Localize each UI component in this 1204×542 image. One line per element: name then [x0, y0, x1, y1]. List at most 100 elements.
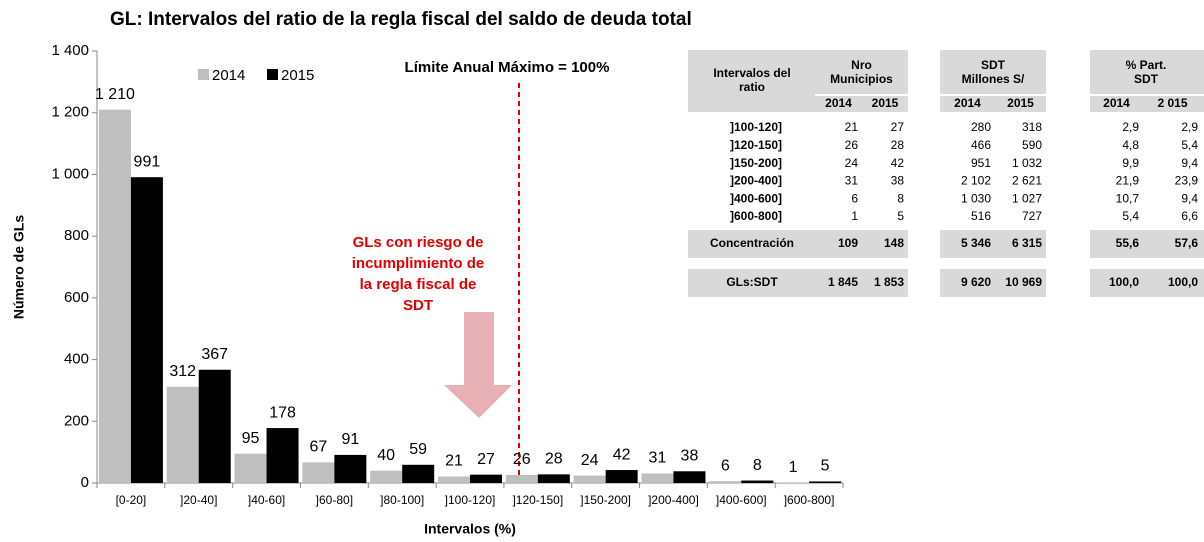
- data-label: 67: [309, 439, 327, 456]
- bar: [470, 474, 502, 483]
- bar: [302, 462, 335, 483]
- table-cell: 590: [1022, 138, 1042, 152]
- y-tick-label: 800: [64, 227, 89, 244]
- data-label: 367: [201, 346, 228, 363]
- table-gap: [1046, 269, 1090, 297]
- table-cell: 5,4: [1181, 138, 1198, 152]
- x-tick-label: [0-20]: [116, 493, 147, 507]
- table-cell: ]150-200]: [730, 156, 782, 170]
- data-label: 59: [409, 441, 427, 458]
- legend-swatch: [267, 69, 278, 80]
- table-cell: 2 102: [961, 174, 991, 188]
- table-cell: 2,9: [1122, 120, 1139, 134]
- table-cell: 57,6: [1175, 236, 1199, 250]
- table-cell: 148: [884, 236, 904, 250]
- table-cell: ]100-120]: [730, 120, 782, 134]
- table-cell: 1 845: [828, 275, 858, 289]
- bar: [673, 471, 706, 483]
- bar: [709, 481, 742, 483]
- table-cell: 38: [891, 174, 905, 188]
- y-tick-label: 0: [81, 474, 89, 491]
- table-group-header: % Part.: [1126, 58, 1167, 72]
- table-cell: 6 315: [1012, 236, 1042, 250]
- y-tick-label: 200: [64, 412, 89, 429]
- x-tick-label: ]200-400]: [648, 493, 699, 507]
- table-cell: 6: [851, 191, 858, 205]
- table-cell: 727: [1022, 209, 1042, 223]
- data-label: 26: [513, 451, 531, 468]
- table-year: 2014: [825, 96, 852, 110]
- bar: [166, 386, 199, 483]
- data-label: 27: [477, 451, 495, 468]
- chart-title: GL: Intervalos del ratio de la regla fis…: [110, 9, 692, 30]
- y-axis-label: Número de GLs: [11, 215, 27, 319]
- risk-arrow: [444, 312, 512, 418]
- table-cell: 9,4: [1181, 191, 1198, 205]
- x-tick-label: ]100-120]: [445, 493, 496, 507]
- bar: [402, 464, 435, 483]
- table-cell: 516: [971, 209, 991, 223]
- table-cell: ]120-150]: [730, 138, 782, 152]
- table-gap: [908, 50, 940, 112]
- table-cell: 109: [838, 236, 858, 250]
- x-axis-label: Intervalos (%): [424, 521, 516, 537]
- table-cell: ]400-600]: [730, 191, 782, 205]
- y-tick-label: 400: [64, 351, 89, 368]
- table-summary-bg: [688, 269, 1204, 297]
- table-cell: 2,9: [1181, 120, 1198, 134]
- table-year: 2014: [1103, 96, 1130, 110]
- x-tick-label: ]80-100]: [380, 493, 424, 507]
- table-cell: 8: [897, 191, 904, 205]
- table-cell: 5: [897, 209, 904, 223]
- table-header: Intervalos del: [713, 66, 790, 80]
- table-cell: Concentración: [710, 236, 794, 250]
- table-cell: 6,6: [1181, 209, 1198, 223]
- table-header-bg: [688, 50, 1204, 112]
- data-label: 28: [545, 451, 563, 468]
- table-cell: 21,9: [1116, 174, 1140, 188]
- data-label: 6: [721, 457, 730, 474]
- data-label: 91: [341, 431, 359, 448]
- data-label: 991: [134, 153, 161, 170]
- table-cell: 280: [971, 120, 991, 134]
- data-label: 38: [681, 447, 699, 464]
- y-tick-label: 1 000: [51, 165, 89, 182]
- table-summary-bg: [688, 230, 1204, 258]
- bar: [198, 369, 231, 483]
- x-tick-label: ]40-60]: [248, 493, 285, 507]
- bar: [573, 475, 606, 483]
- data-label: 31: [649, 450, 667, 467]
- bar: [809, 481, 842, 483]
- table-cell: 1 030: [961, 191, 991, 205]
- table-cell: 5 346: [961, 236, 991, 250]
- table-cell: 1 853: [874, 275, 904, 289]
- risk-label: GLs con riesgo de: [353, 234, 484, 251]
- table-cell: 951: [971, 156, 991, 170]
- bar: [370, 470, 403, 483]
- data-label: 21: [445, 453, 463, 470]
- x-tick-label: ]20-40]: [180, 493, 217, 507]
- table-cell: ]600-800]: [730, 209, 782, 223]
- table-year: 2015: [1007, 96, 1034, 110]
- x-tick-label: ]120-150]: [512, 493, 563, 507]
- bar: [641, 473, 674, 483]
- bar: [438, 476, 470, 483]
- table-cell: 10,7: [1116, 191, 1140, 205]
- data-label: 95: [242, 430, 260, 447]
- table-gap: [908, 230, 940, 258]
- table-cell: 2 621: [1012, 174, 1042, 188]
- table-cell: 466: [971, 138, 991, 152]
- table-cell: 27: [891, 120, 905, 134]
- table-year: 2014: [954, 96, 981, 110]
- table-year: 2015: [872, 96, 899, 110]
- data-label: 24: [581, 452, 599, 469]
- x-tick-label: ]600-800]: [784, 493, 835, 507]
- table-cell: 24: [845, 156, 859, 170]
- data-label: 8: [753, 457, 762, 474]
- table-cell: 55,6: [1116, 236, 1140, 250]
- table-group-header: Nro: [851, 58, 872, 72]
- table-cell: 1: [851, 209, 858, 223]
- x-tick-label: ]60-80]: [316, 493, 353, 507]
- table-group-header: Municipios: [830, 72, 893, 86]
- bar: [130, 177, 163, 483]
